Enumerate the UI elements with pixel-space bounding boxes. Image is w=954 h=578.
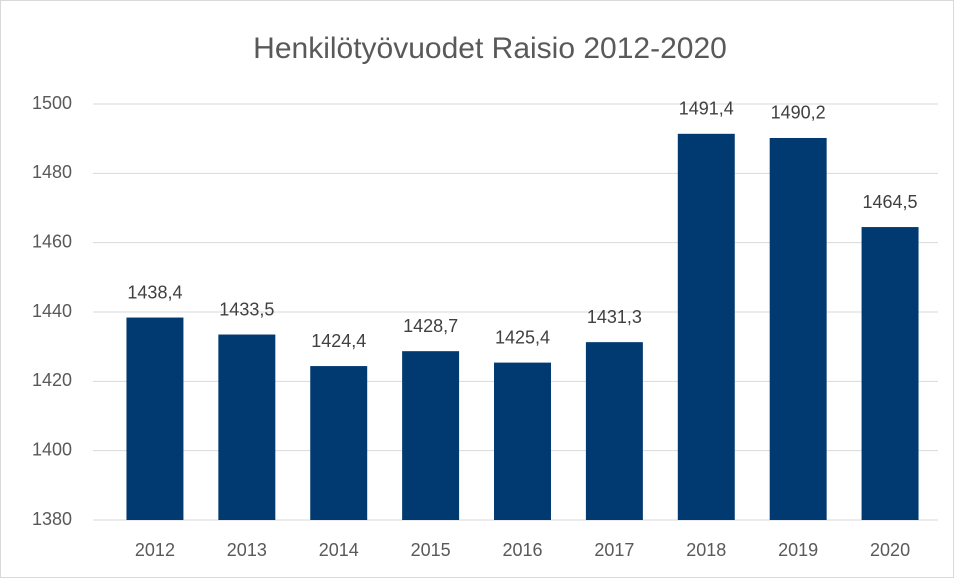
- y-tick-label: 1380: [32, 509, 72, 529]
- data-label: 1431,3: [587, 307, 642, 327]
- y-tick-label: 1460: [32, 231, 72, 251]
- data-label: 1491,4: [679, 99, 734, 119]
- y-tick-label: 1420: [32, 370, 72, 390]
- x-tick-label: 2012: [135, 540, 175, 560]
- data-label: 1433,5: [219, 299, 274, 319]
- data-label: 1428,7: [403, 316, 458, 336]
- x-tick-label: 2019: [778, 540, 818, 560]
- bar: [402, 351, 460, 520]
- x-tick-label: 2014: [319, 540, 359, 560]
- bar: [769, 137, 827, 520]
- x-tick-label: 2015: [411, 540, 451, 560]
- data-label: 1438,4: [127, 282, 182, 302]
- x-tick-label: 2018: [686, 540, 726, 560]
- x-tick-label: 2017: [594, 540, 634, 560]
- bar: [861, 227, 919, 521]
- data-label: 1490,2: [771, 103, 826, 123]
- bar: [310, 366, 368, 520]
- chart-title: Henkilötyövuodet Raisio 2012-2020: [253, 32, 727, 65]
- bar: [677, 133, 735, 520]
- bar: [126, 317, 184, 520]
- y-tick-label: 1440: [32, 301, 72, 321]
- data-label: 1464,5: [863, 192, 918, 212]
- data-label: 1425,4: [495, 327, 550, 347]
- x-tick-label: 2020: [870, 540, 910, 560]
- x-tick-label: 2013: [227, 540, 267, 560]
- y-tick-label: 1500: [32, 93, 72, 113]
- bar: [585, 342, 643, 520]
- bar: [218, 334, 276, 520]
- y-tick-label: 1480: [32, 162, 72, 182]
- data-label: 1424,4: [311, 331, 366, 351]
- bar: [494, 362, 551, 520]
- y-tick-label: 1400: [32, 439, 72, 459]
- x-tick-label: 2016: [502, 540, 542, 560]
